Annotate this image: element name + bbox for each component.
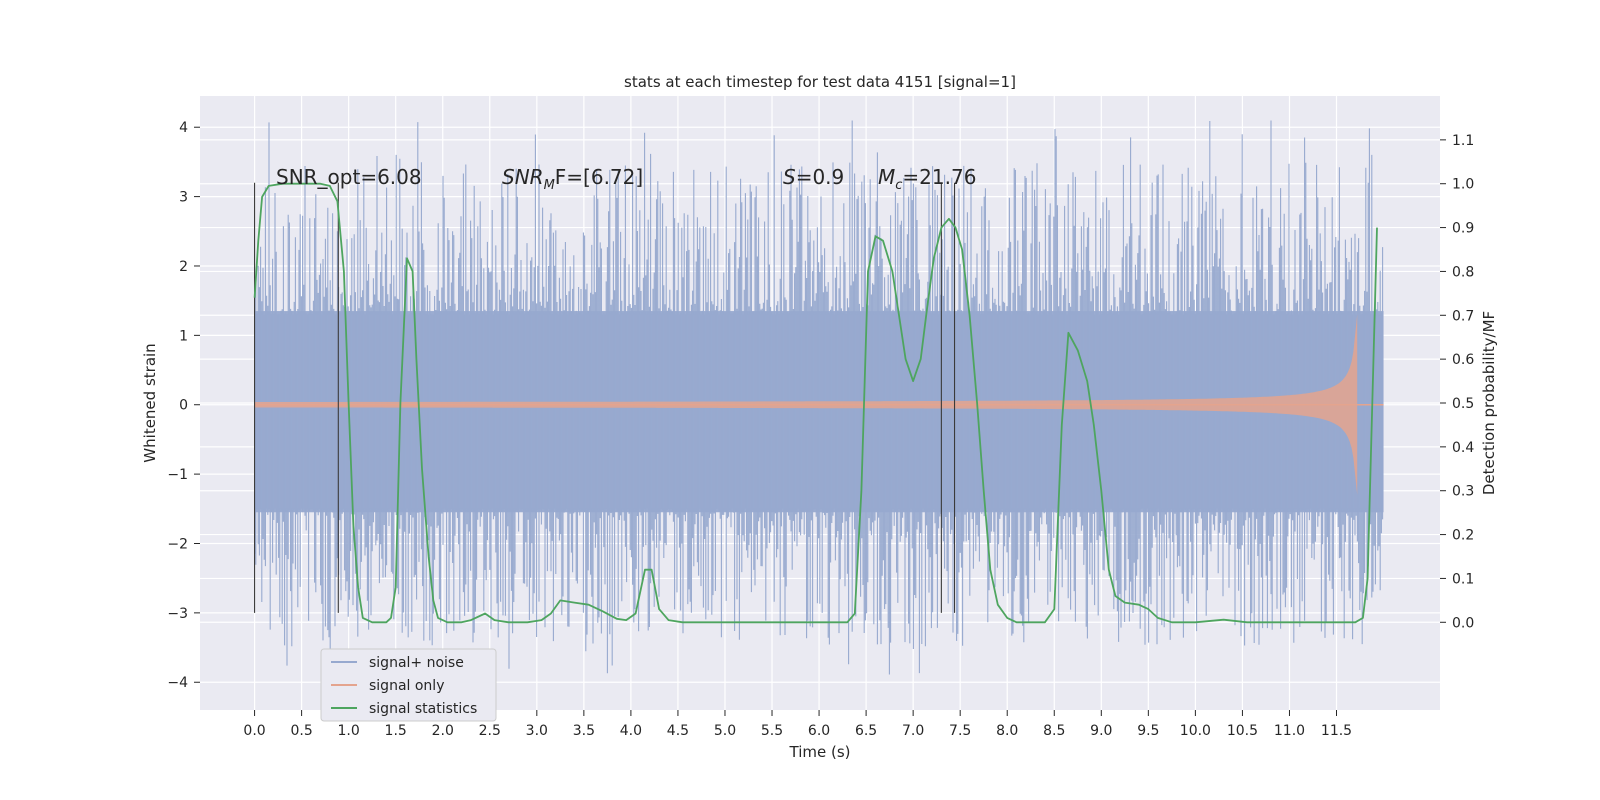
- annotation-snr-mf-subscript: M: [544, 178, 555, 193]
- x-tick-label: 1.5: [385, 723, 407, 739]
- legend: signal+ noise signal only signal statist…: [320, 648, 497, 722]
- x-tick-label: 3.0: [526, 723, 548, 739]
- annotation-snr-mf: SNRMF=[6.72]: [502, 165, 643, 193]
- annotation-s-value: =0.9: [796, 165, 845, 189]
- annotation-snr-mf-value: F=[6.72]: [555, 165, 643, 189]
- x-tick-label: 8.0: [996, 723, 1018, 739]
- y-axis-label-left: Whitened strain: [141, 343, 159, 462]
- y-tick-label-left: −2: [167, 536, 188, 552]
- x-tick-label: 11.0: [1274, 723, 1305, 739]
- y-tick-label-left: 3: [179, 190, 188, 206]
- x-tick-label: 4.0: [620, 723, 642, 739]
- y-tick-label-right: 0.6: [1452, 352, 1474, 368]
- x-tick-label: 8.5: [1043, 723, 1065, 739]
- annotation-snr-opt: SNR_opt=6.08: [276, 165, 422, 189]
- x-tick-label: 9.0: [1090, 723, 1112, 739]
- y-tick-label-left: 4: [179, 120, 188, 136]
- y-tick-label-right: 0.7: [1452, 308, 1474, 324]
- x-tick-label: 5.5: [761, 723, 783, 739]
- series-signal-only: [254, 314, 1384, 495]
- y-tick-label-left: 0: [179, 398, 188, 414]
- y-tick-label-right: 0.8: [1452, 264, 1474, 280]
- annotation-s: S=0.9: [783, 165, 844, 189]
- y-tick-label-right: 0.1: [1452, 571, 1474, 587]
- series-signal-noise: [254, 120, 1384, 675]
- x-tick-label: 2.0: [432, 723, 454, 739]
- annotation-snr-mf-symbol: SNR: [502, 165, 544, 189]
- x-tick-label: 2.5: [479, 723, 501, 739]
- y-tick-label-right: 0.3: [1452, 484, 1474, 500]
- x-tick-label: 1.0: [338, 723, 360, 739]
- y-tick-label-left: −4: [167, 675, 188, 691]
- annotation-s-symbol: S: [783, 165, 796, 189]
- legend-label-signal-only: signal only: [369, 678, 444, 694]
- x-tick-label: 3.5: [573, 723, 595, 739]
- x-tick-label: 10.5: [1227, 723, 1258, 739]
- x-tick-label: 6.5: [855, 723, 877, 739]
- x-tick-label: 10.0: [1180, 723, 1211, 739]
- legend-box: [320, 648, 497, 722]
- legend-label-signal-statistics: signal statistics: [369, 701, 477, 717]
- x-tick-label: 6.0: [808, 723, 830, 739]
- y-tick-label-right: 0.2: [1452, 528, 1474, 544]
- series-signal-statistics: [253, 182, 1378, 624]
- x-tick-label: 5.0: [714, 723, 736, 739]
- y-tick-label-right: 0.9: [1452, 221, 1474, 237]
- annotation-mc: Mc=21.76: [878, 165, 976, 193]
- x-tick-label: 9.5: [1137, 723, 1159, 739]
- y-axis-label-right: Detection probability/MF: [1480, 311, 1498, 495]
- x-tick-label: 0.0: [243, 723, 265, 739]
- vertical-markers: [254, 182, 956, 613]
- y-tick-label-left: 1: [179, 328, 188, 344]
- annotation-mc-subscript: c: [895, 178, 902, 193]
- y-tick-label-right: 1.1: [1452, 133, 1474, 149]
- x-tick-label: 4.5: [667, 723, 689, 739]
- y-tick-label-right: 0.4: [1452, 440, 1474, 456]
- annotation-mc-value: =21.76: [902, 165, 976, 189]
- x-axis-label: Time (s): [789, 743, 851, 761]
- y-tick-label-right: 0.5: [1452, 396, 1474, 412]
- y-tick-label-right: 0.0: [1452, 615, 1474, 631]
- y-tick-label-right: 1.0: [1452, 177, 1474, 193]
- x-tick-label: 7.5: [949, 723, 971, 739]
- x-tick-label: 11.5: [1321, 723, 1352, 739]
- legend-label-signal-noise: signal+ noise: [369, 655, 464, 671]
- chart-title: stats at each timestep for test data 415…: [624, 73, 1016, 91]
- signal-statistics-line: [253, 182, 1378, 624]
- x-tick-label: 0.5: [290, 723, 312, 739]
- y-tick-label-left: −3: [167, 606, 188, 622]
- annotation-mc-symbol: M: [878, 165, 895, 189]
- tick-labels: 0.0 0.5 1.0 1.5 2.0 2.5 3.0 3.5 4.0 4.5 5.0 5.5 6.0 6…: [167, 120, 1474, 739]
- y-tick-label-left: −1: [167, 467, 188, 483]
- y-tick-label-left: 2: [179, 259, 188, 275]
- x-tick-label: 7.0: [902, 723, 924, 739]
